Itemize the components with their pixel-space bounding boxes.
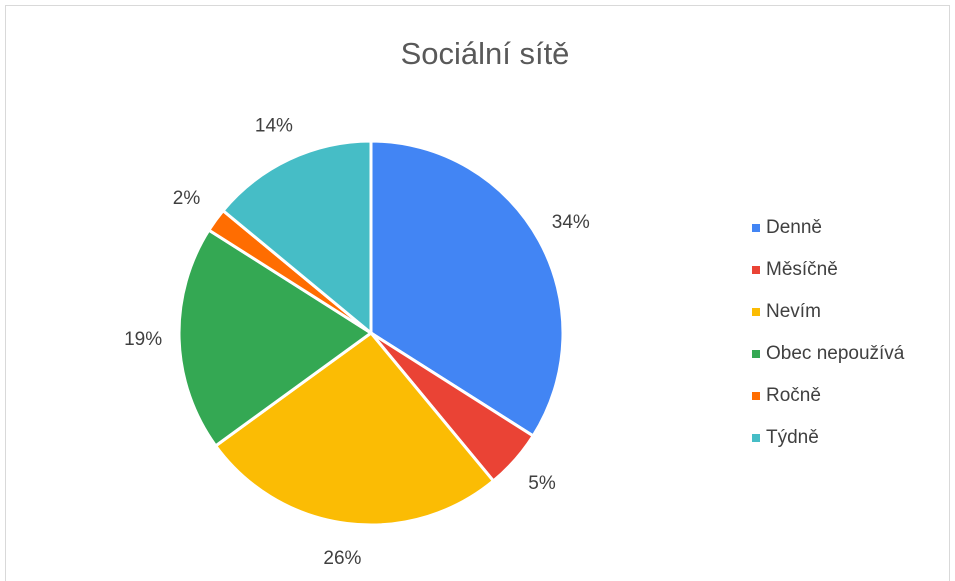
legend-swatch [752,266,760,274]
pie-slice [220,139,373,337]
legend-swatch [752,434,760,442]
data-label: 19% [124,329,162,350]
data-label: 2% [173,188,201,209]
legend-label: Obec nepoužívá [766,343,905,364]
data-label: 34% [552,212,590,233]
legend-swatch [752,350,760,358]
legend-swatch [752,308,760,316]
legend-label: Ročně [766,385,821,406]
legend-swatch [752,392,760,400]
legend-swatch [752,224,760,232]
pie-slice [177,228,374,448]
chart-title: Sociální sítě [401,36,570,71]
legend-label: Nevím [766,301,821,322]
data-label: 26% [323,548,361,569]
legend-label: Týdně [766,427,819,448]
data-label: 14% [255,116,293,137]
pie-slice [213,330,496,527]
data-label: 5% [528,473,556,494]
legend-label: Denně [766,217,822,238]
legend-label: Měsíčně [766,259,838,280]
